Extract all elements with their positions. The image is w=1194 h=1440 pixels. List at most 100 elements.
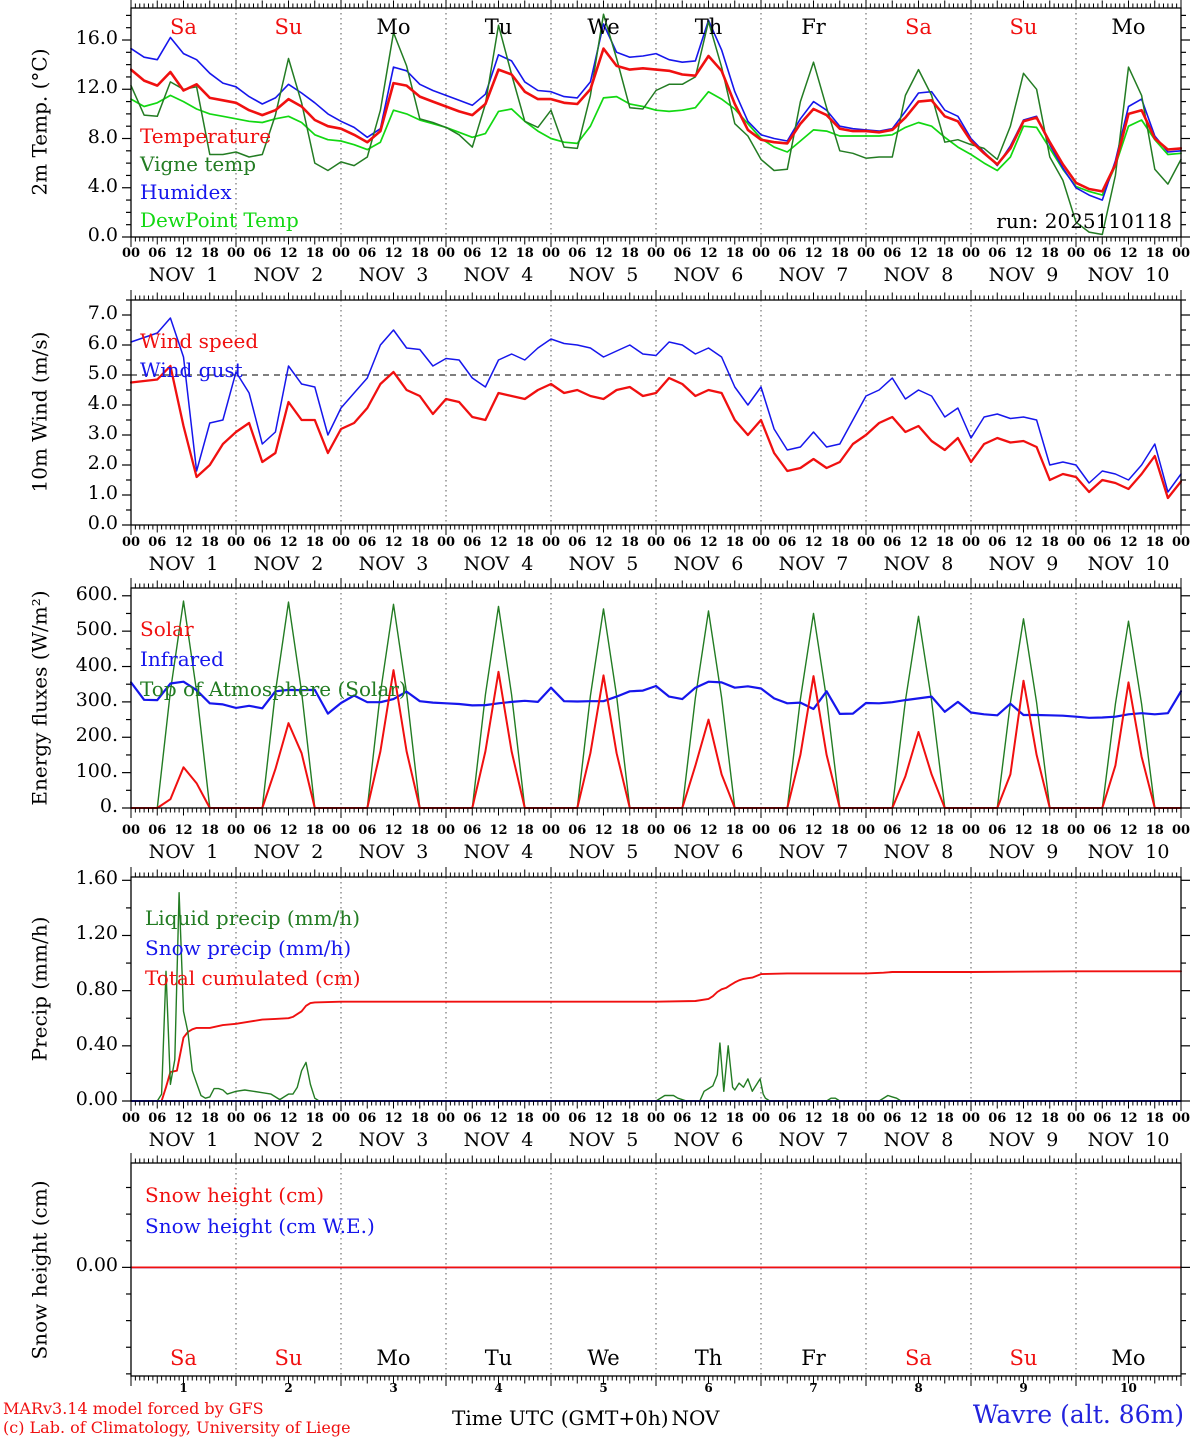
hour-label: 00 <box>331 246 351 261</box>
date-label: NOV 1 <box>148 1129 219 1151</box>
hour-label: 00 <box>1171 1111 1191 1126</box>
hour-label: 00 <box>1066 535 1086 550</box>
hour-label: 06 <box>463 246 482 261</box>
hour-label: 12 <box>1014 1111 1033 1126</box>
hour-label: 06 <box>463 1111 482 1126</box>
date-label: NOV 4 <box>463 264 534 286</box>
month-label: NOV <box>671 1406 720 1430</box>
legend-solar: Solar <box>140 617 194 641</box>
hour-label: 06 <box>568 1111 587 1126</box>
y-tick-label: 200. <box>75 724 118 747</box>
date-label: NOV 1 <box>148 841 219 863</box>
hour-label: 00 <box>121 535 141 550</box>
day-number-label: 8 <box>914 1381 923 1395</box>
hour-label: 06 <box>1093 823 1112 838</box>
y-tick-label: 4.0 <box>87 392 118 414</box>
date-label: NOV 9 <box>988 553 1059 575</box>
hour-label: 18 <box>200 535 219 550</box>
day-name-label: Sa <box>170 15 197 39</box>
hour-label: 00 <box>541 1111 561 1126</box>
hour-label: 06 <box>778 823 797 838</box>
hour-label: 18 <box>725 1111 744 1126</box>
y-tick-label: 4.0 <box>87 174 118 197</box>
date-label: NOV 8 <box>883 841 954 863</box>
date-label: NOV 2 <box>253 553 324 575</box>
hour-label: 06 <box>148 1111 167 1126</box>
y-tick-label: 1.20 <box>75 922 118 945</box>
hour-label: 12 <box>699 535 718 550</box>
hour-label: 18 <box>200 1111 219 1126</box>
hour-label: 00 <box>541 246 561 261</box>
date-label: NOV 7 <box>778 1129 849 1151</box>
x-axis-title: Time UTC (GMT+0h) NOV <box>452 1408 720 1429</box>
hour-label: 06 <box>988 535 1007 550</box>
date-label: NOV 2 <box>253 264 324 286</box>
legend-temperature: Temperature <box>140 124 272 148</box>
series-dewpoint-temp <box>130 90 1182 196</box>
date-label: NOV 10 <box>1087 1129 1170 1151</box>
hour-label: 06 <box>673 1111 692 1126</box>
day-name-label: Tu <box>484 1346 513 1370</box>
date-label: NOV 9 <box>988 841 1059 863</box>
hour-label: 06 <box>673 535 692 550</box>
day-number-label: 5 <box>599 1381 608 1395</box>
hour-label: 18 <box>1040 246 1059 261</box>
y-tick-label: 400. <box>75 653 118 676</box>
hour-label: 06 <box>883 1111 902 1126</box>
hour-label: 00 <box>331 1111 351 1126</box>
hour-label: 00 <box>646 1111 666 1126</box>
panel-snow <box>122 1153 1190 1386</box>
hour-label: 06 <box>253 246 272 261</box>
hour-label: 00 <box>751 246 771 261</box>
hour-label: 12 <box>1119 1111 1138 1126</box>
hour-label: 12 <box>489 246 508 261</box>
hour-label: 18 <box>620 535 639 550</box>
panel-wind10m <box>122 290 1190 535</box>
date-label: NOV 7 <box>778 553 849 575</box>
y-tick-label: 3.0 <box>87 422 118 444</box>
y-tick-label: 1.60 <box>75 867 118 890</box>
hour-label: 06 <box>148 246 167 261</box>
hour-label: 00 <box>226 1111 246 1126</box>
hour-label: 06 <box>463 535 482 550</box>
y-tick-label: 500. <box>75 618 118 641</box>
hour-label: 12 <box>909 823 928 838</box>
hour-label: 00 <box>646 535 666 550</box>
day-name-label: We <box>587 15 620 39</box>
legend-vigne-temp: Vigne temp <box>140 152 257 176</box>
day-number-label: 3 <box>389 1381 398 1395</box>
hour-label: 18 <box>935 823 954 838</box>
day-name-label: We <box>587 1346 620 1370</box>
hour-label: 00 <box>856 246 876 261</box>
hour-label: 12 <box>279 246 298 261</box>
model-run-label: run: 2025110118 <box>996 209 1172 233</box>
hour-label: 12 <box>279 1111 298 1126</box>
hour-label: 06 <box>253 535 272 550</box>
legend-snow-height-cm-w-e: Snow height (cm W.E.) <box>145 1214 375 1238</box>
hour-label: 06 <box>673 823 692 838</box>
date-label: NOV 3 <box>358 1129 429 1151</box>
hour-label: 12 <box>699 1111 718 1126</box>
series-top-of-atmosphere-solar <box>130 600 1182 809</box>
hour-label: 18 <box>1145 535 1164 550</box>
hour-label: 12 <box>1119 823 1138 838</box>
date-label: NOV 3 <box>358 553 429 575</box>
y-tick-label: 0.80 <box>75 977 118 1000</box>
y-tick-label: 6.0 <box>87 332 118 354</box>
hour-label: 00 <box>436 1111 456 1126</box>
date-label: NOV 8 <box>883 264 954 286</box>
y-tick-label: 12.0 <box>75 76 118 99</box>
day-name-label: Th <box>694 15 723 39</box>
hour-label: 06 <box>568 535 587 550</box>
hour-label: 18 <box>830 1111 849 1126</box>
date-label: NOV 5 <box>568 841 639 863</box>
y-tick-label: 100. <box>75 759 118 782</box>
series-wind-gust <box>130 317 1182 493</box>
hour-label: 06 <box>883 535 902 550</box>
hour-label: 00 <box>436 535 456 550</box>
legend-infrared: Infrared <box>140 647 224 671</box>
day-number-label: 2 <box>284 1381 293 1395</box>
hour-label: 00 <box>226 823 246 838</box>
hour-label: 00 <box>751 1111 771 1126</box>
